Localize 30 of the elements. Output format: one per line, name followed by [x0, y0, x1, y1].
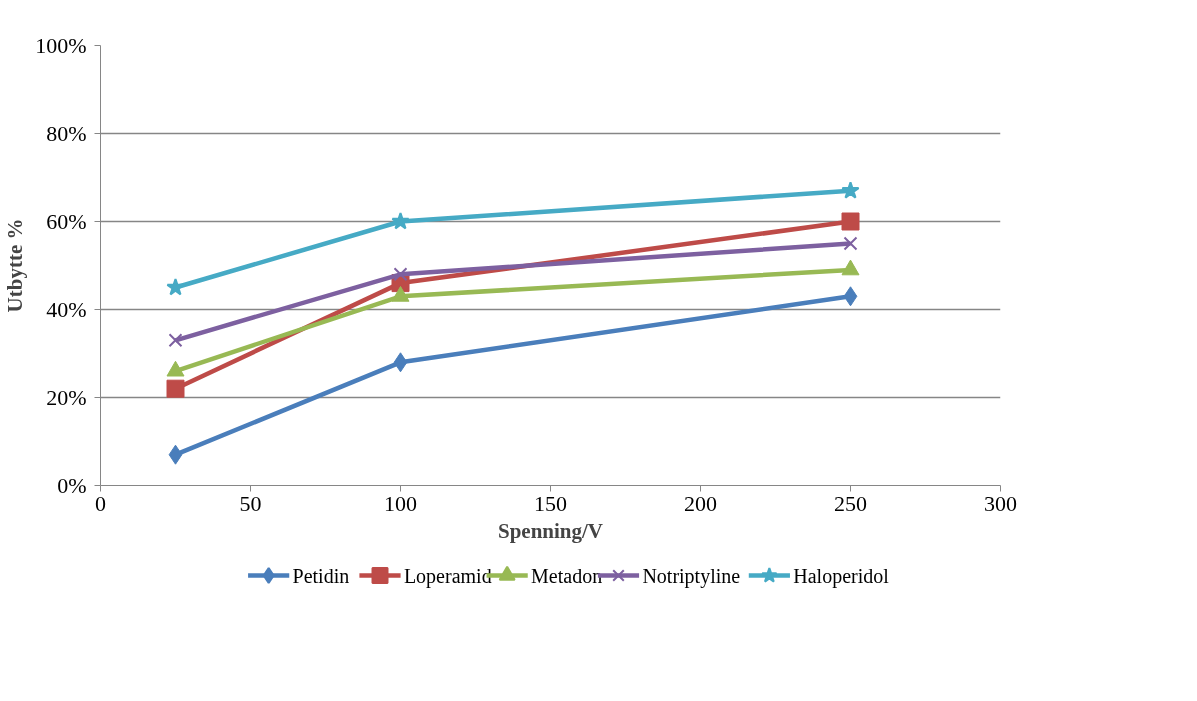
point: [843, 286, 858, 307]
point: [841, 181, 860, 199]
x-tick-label: 100: [384, 490, 417, 516]
x-tick-label: 150: [534, 490, 567, 516]
x-tick-label: 200: [684, 490, 717, 516]
legend-label: Notriptyline: [642, 564, 741, 588]
legend-label: Metadon: [531, 564, 603, 587]
point: [393, 352, 408, 373]
y-tick-label: 100%: [35, 33, 87, 58]
legend-label: Haloperidol: [793, 564, 890, 588]
x-axis-title: Spenning/V: [497, 518, 604, 543]
x-tick-label: 50: [239, 490, 262, 516]
x-tick-label: 300: [984, 490, 1017, 516]
x-tick-label: 0: [95, 490, 106, 516]
y-tick-label: 40%: [46, 297, 87, 322]
point: [166, 379, 185, 398]
y-axis-title: Utbytte %: [3, 218, 28, 313]
point: [168, 444, 183, 465]
y-tick-label: 80%: [46, 121, 87, 146]
x-tick-label: 250: [834, 490, 867, 516]
legend-label: Petidin: [292, 564, 350, 587]
y-tick-label: 60%: [46, 209, 87, 234]
point: [843, 236, 858, 251]
point: [391, 212, 410, 230]
y-tick-label: 20%: [46, 385, 87, 410]
legend-label: Loperamid: [403, 564, 492, 588]
point: [168, 333, 183, 348]
point: [393, 267, 408, 282]
point: [841, 212, 860, 231]
y-tick-label: 0%: [57, 473, 87, 498]
